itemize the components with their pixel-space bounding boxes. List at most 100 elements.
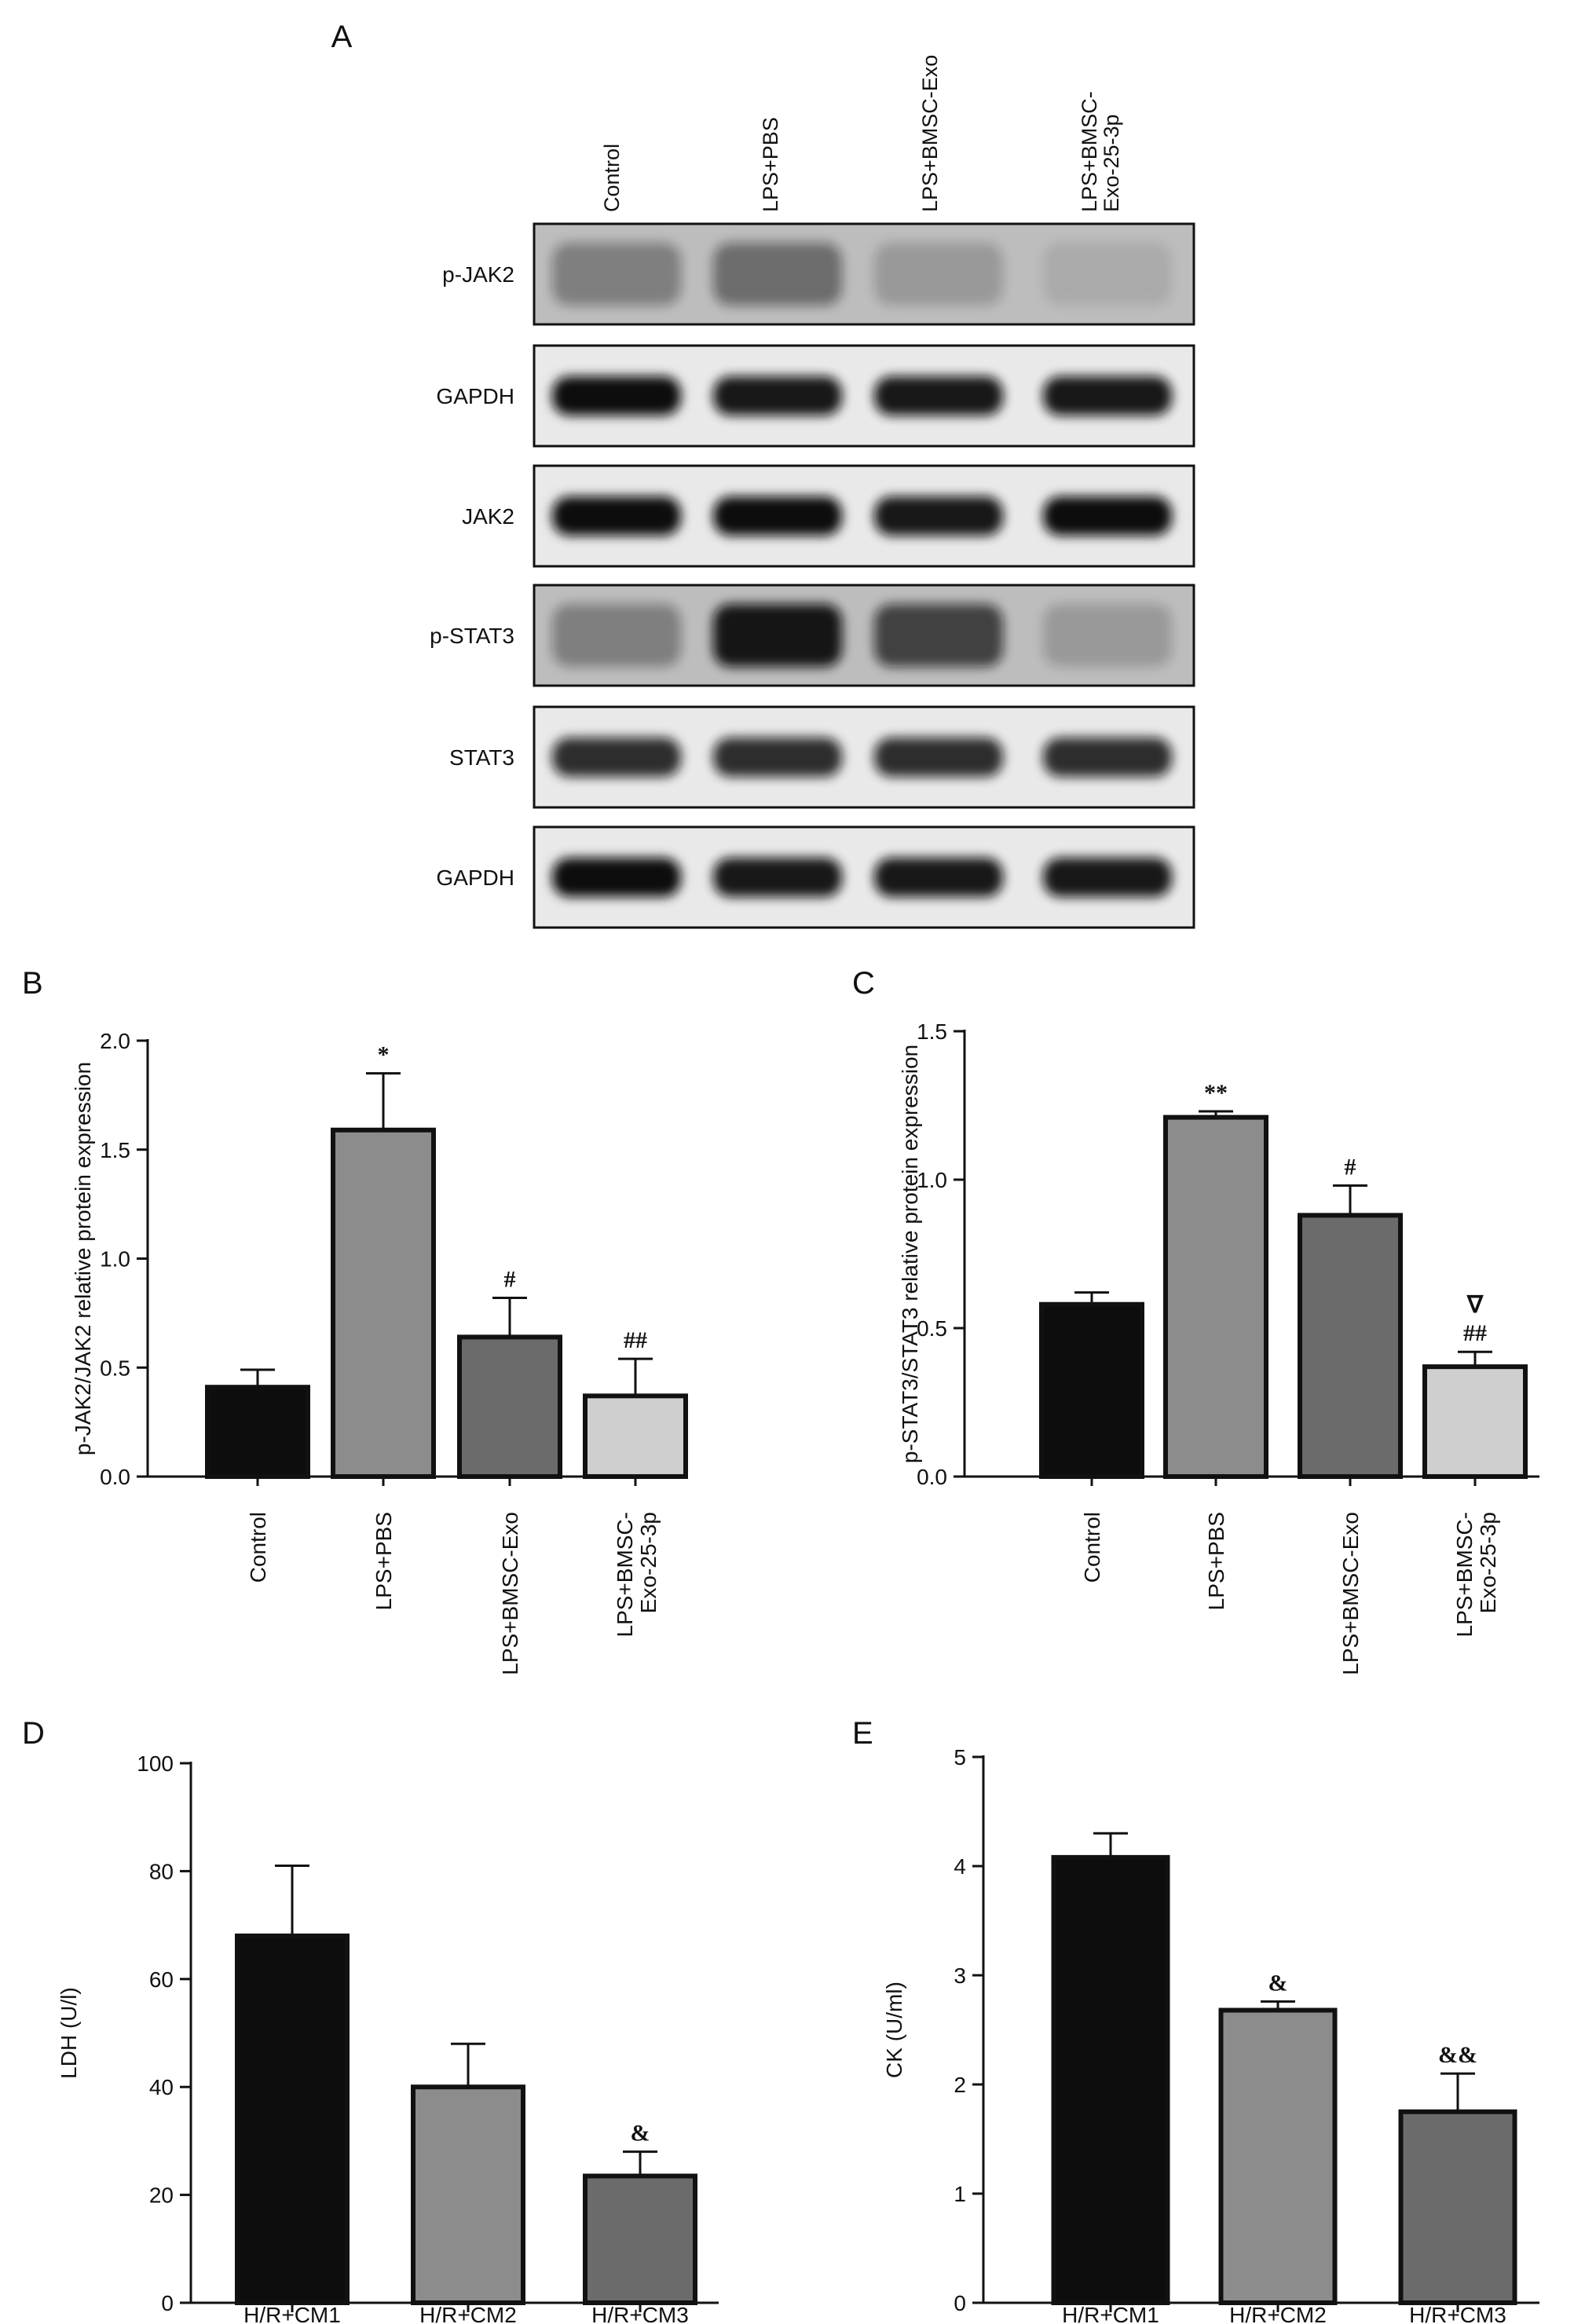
category-label-line: Control (246, 1512, 270, 1583)
blot-row-label: JAK2 (462, 504, 514, 529)
y-tick-label: 0.5 (100, 1356, 130, 1380)
lane-label: Control (600, 144, 624, 212)
blot-row: GAPDH (436, 825, 1195, 929)
lane-label: LPS+BMSC-Exo (918, 55, 942, 212)
blot-row-label: p-STAT3 (430, 624, 514, 648)
panel-label-c: C (852, 966, 875, 1001)
bar (331, 1127, 436, 1480)
panel-label-e: E (852, 1716, 873, 1751)
bar (411, 2084, 525, 2305)
blot-frame (533, 825, 1195, 929)
blot-band (713, 243, 842, 306)
lane-label-line: Control (600, 144, 624, 212)
category-label: Control (1080, 1512, 1104, 1583)
y-tick-label: 4 (954, 1854, 966, 1879)
bar (1218, 2007, 1338, 2305)
category-label: Control (246, 1512, 270, 1583)
lane-label: LPS+BMSC-Exo-25-3p (1078, 91, 1123, 212)
blot-band (874, 243, 1003, 306)
category-label: LPS+BMSC- Exo-25-3p (613, 1512, 661, 1638)
bar (1398, 2109, 1517, 2305)
bar (1422, 1364, 1528, 1480)
blot-frame (533, 705, 1195, 809)
category-label: H/R+CM1 (1062, 2303, 1159, 2324)
bar (583, 1393, 688, 1479)
category-label: LPS+BMSC-Exo (498, 1512, 522, 1675)
blot-band (552, 604, 681, 667)
y-tick-label: 0.0 (100, 1465, 130, 1489)
blot-frame (533, 344, 1195, 448)
blot-band (874, 858, 1003, 897)
lane-label: LPS+PBS (759, 117, 782, 212)
blot-band (1043, 376, 1172, 415)
category-label: LPS+BMSC- Exo-25-3p (1452, 1512, 1500, 1638)
blot-row: GAPDH (436, 344, 1195, 448)
panel-c-chart: C 0.0 0.5 1.0 1.5p-STAT3/STAT3 relative prot… (852, 966, 1539, 1675)
y-tick-label: 2.0 (100, 1029, 130, 1053)
bar (235, 1933, 350, 2306)
panel-label-a: A (331, 20, 353, 54)
blot-row: JAK2 (462, 464, 1195, 568)
bar (583, 2173, 697, 2305)
lane-label-line: Exo-25-3p (1100, 114, 1123, 212)
category-label: H/R+CM3 (591, 2303, 689, 2324)
blot-band (874, 496, 1003, 536)
y-tick-label: 40 (149, 2075, 174, 2099)
blot-row: STAT3 (449, 705, 1195, 809)
panel-label-d: D (22, 1716, 45, 1751)
bar (1039, 1301, 1144, 1480)
blot-band (713, 858, 842, 897)
blot-row-label: GAPDH (436, 866, 514, 890)
y-tick-label: 1.5 (100, 1138, 130, 1162)
category-label-line: Exo-25-3p (1476, 1512, 1500, 1613)
blot-band (1043, 737, 1172, 777)
blot-band (552, 858, 681, 897)
significance-marker: ** (1204, 1080, 1228, 1106)
significance-marker: && (1438, 2042, 1477, 2068)
y-axis-label: CK (U/ml) (882, 1982, 906, 2078)
blot-frame (533, 584, 1195, 687)
blot-band (552, 496, 681, 536)
blot-band (552, 737, 681, 777)
panel-b-chart: B 0.0 0.5 1.0 1.5 2.0p-JAK2/JAK2 relative pro… (22, 966, 688, 1675)
lane-label-line: LPS+BMSC-Exo (918, 55, 942, 212)
category-label-line: LPS+BMSC-Exo (1338, 1512, 1363, 1675)
blot-band (713, 737, 842, 777)
category-label: H/R+CM2 (1229, 2303, 1327, 2324)
blot-band (1043, 858, 1172, 897)
blot-frame (533, 222, 1195, 326)
blot-row-label: GAPDH (436, 384, 514, 408)
category-label-line: LPS+BMSC- (613, 1512, 637, 1638)
panel-a-western-blot: A Control LPS+PBS LPS+BMSC-Exo LPS+BMSC-Exo-… (331, 20, 1195, 929)
blot-frame (533, 464, 1195, 568)
y-tick-label: 5 (954, 1745, 966, 1770)
y-tick-label: 2 (954, 2073, 966, 2097)
lane-label-line: LPS+BMSC- (1078, 91, 1101, 212)
category-label-line: Exo-25-3p (636, 1512, 661, 1613)
y-tick-label: 80 (149, 1859, 174, 1883)
blot-row-label: p-JAK2 (442, 262, 514, 287)
significance-marker: * (378, 1042, 390, 1068)
category-label: LPS+PBS (1204, 1512, 1228, 1610)
panel-label-b: B (22, 966, 43, 1001)
category-label: LPS+PBS (372, 1512, 396, 1610)
y-tick-label: 1 (954, 2182, 966, 2206)
significance-marker: & (1268, 1970, 1288, 1996)
category-label-line: Control (1080, 1512, 1104, 1583)
category-label: H/R+CM2 (419, 2303, 517, 2324)
bar (457, 1334, 562, 1480)
panel-e-chart: E 0 1 2 3 4 5 CK (U/ml) H/R+CM1 & H/R+CM2 && H/R+CM3 (852, 1716, 1539, 2324)
significance-marker: ## (624, 1327, 647, 1353)
y-tick-label: 1.0 (917, 1168, 947, 1192)
y-tick-label: 1.0 (100, 1247, 130, 1272)
y-tick-label: 100 (137, 1751, 174, 1776)
bar (205, 1385, 310, 1479)
category-label-line: LPS+PBS (372, 1512, 396, 1610)
blot-band (1043, 243, 1172, 306)
y-axis-label: p-JAK2/JAK2 relative protein expression (71, 1062, 95, 1455)
category-label-line: LPS+BMSC-Exo (498, 1512, 522, 1675)
blot-band (1043, 604, 1172, 667)
bar (1051, 1854, 1170, 2305)
significance-marker: # (1345, 1155, 1356, 1180)
significance-marker: & (631, 2121, 650, 2146)
